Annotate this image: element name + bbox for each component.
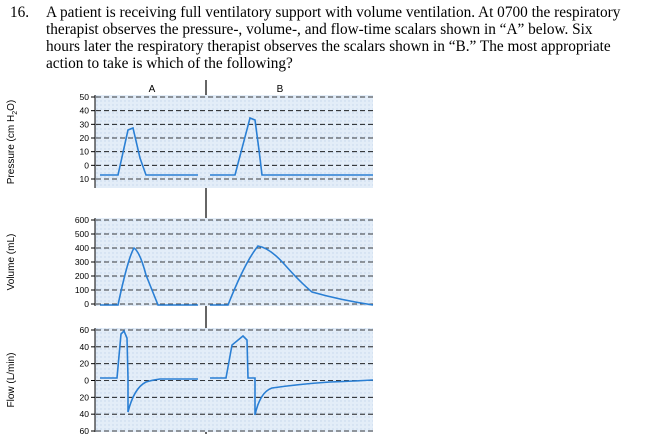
tick-label: 20 [80, 392, 90, 402]
tick-label: 10 [80, 174, 90, 184]
volume-axis-label: Volume (mL) [6, 234, 17, 291]
tick-label: 20 [80, 133, 90, 143]
volume-panel: 600 500 400 300 200 100 0 Volume (mL) [6, 215, 374, 309]
question-number: 16. [10, 4, 30, 21]
tick-label: 50 [80, 92, 90, 102]
pressure-panel: 50 40 30 20 10 0 10 Pressure (cm H2O) [6, 92, 373, 188]
tick-label: 400 [75, 243, 89, 253]
tick-label: 40 [80, 106, 90, 116]
flow-waveform-b [210, 334, 374, 416]
tick-label: 0 [84, 299, 89, 309]
question-line: therapist observes the pressure-, volume… [46, 21, 593, 38]
pressure-waveform-b [210, 116, 373, 176]
volume-waveform-a [100, 246, 198, 306]
flow-panel: 60 40 20 0 20 40 60 Flow (L/min) [6, 325, 374, 436]
column-label-a: A [149, 84, 156, 95]
tick-label: 0 [84, 376, 89, 386]
tick-label: 30 [80, 119, 90, 129]
tick-label: 20 [80, 359, 90, 369]
tick-label: 40 [80, 342, 90, 352]
flow-axis-label: Flow (L/min) [6, 352, 17, 407]
question-text: A patient is receiving full ventilatory … [46, 4, 646, 72]
question-line: action to take is which of the following… [46, 55, 293, 72]
tick-label: 60 [80, 426, 90, 436]
tick-label: 10 [80, 147, 90, 157]
pressure-axis-label: Pressure (cm H2O) [6, 100, 19, 184]
flow-waveform-a [100, 329, 198, 413]
flow-grid [95, 328, 373, 432]
tick-label: 600 [75, 215, 89, 225]
pressure-waveform-a [100, 126, 198, 176]
question-line: hours later the respiratory therapist ob… [46, 38, 611, 55]
tick-label: 100 [75, 285, 89, 295]
tick-label: 500 [75, 229, 89, 239]
tick-label: 200 [75, 271, 89, 281]
column-label-b: B [277, 84, 284, 95]
question-line: A patient is receiving full ventilatory … [46, 4, 621, 21]
tick-label: 40 [80, 409, 90, 419]
volume-waveform-b [210, 245, 374, 306]
tick-label: 0 [84, 160, 89, 170]
tick-label: 300 [75, 257, 89, 267]
tick-label: 60 [80, 325, 90, 335]
